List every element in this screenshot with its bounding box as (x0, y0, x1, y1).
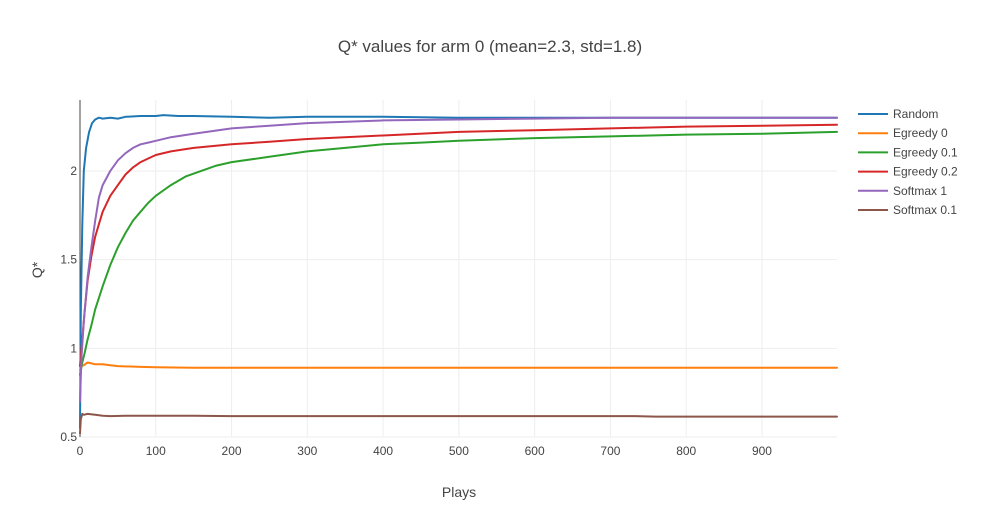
y-tick-label: 0.5 (60, 430, 77, 444)
y-tick-label: 1 (70, 341, 77, 355)
x-tick-label: 400 (373, 444, 393, 458)
x-tick-label: 800 (676, 444, 696, 458)
x-tick-label: 900 (752, 444, 772, 458)
legend-label: Softmax 1 (893, 184, 947, 198)
legend-label: Egreedy 0.2 (893, 165, 958, 179)
legend-label: Random (893, 107, 938, 121)
series-line-softmax-0-1 (79, 412, 838, 435)
legend-item-softmax-0-1[interactable]: Softmax 0.1 (858, 203, 957, 217)
tick-labels: 0.5 1 1.5 2 0 100 200 300 400 500 600 700 800 900 (60, 164, 772, 458)
legend-item-egreedy-0-2[interactable]: Egreedy 0.2 (858, 165, 958, 179)
x-tick-label: 700 (600, 444, 620, 458)
legend-label: Softmax 0.1 (893, 203, 957, 217)
legend-label: Egreedy 0 (893, 126, 948, 140)
y-tick-label: 1.5 (60, 253, 77, 267)
legend: Random Egreedy 0 Egreedy 0.1 Egreedy 0.2 Sof… (858, 107, 958, 217)
series-line-egreedy-0-2 (79, 123, 838, 368)
x-tick-label: 300 (297, 444, 317, 458)
x-tick-label: 200 (222, 444, 242, 458)
x-tick-label: 0 (77, 444, 84, 458)
legend-item-random[interactable]: Random (858, 107, 938, 121)
y-axis-title: Q* (29, 261, 45, 278)
series-line-egreedy-0-1 (79, 130, 838, 376)
chart-title: Q* values for arm 0 (mean=2.3, std=1.8) (338, 37, 642, 56)
legend-item-egreedy-0-1[interactable]: Egreedy 0.1 (858, 145, 958, 159)
x-tick-label: 500 (449, 444, 469, 458)
x-tick-label: 600 (525, 444, 545, 458)
series-lines (79, 114, 838, 435)
legend-item-egreedy-0[interactable]: Egreedy 0 (858, 126, 948, 140)
x-tick-label: 100 (146, 444, 166, 458)
series-line-softmax-1 (79, 116, 838, 403)
x-axis-title: Plays (442, 484, 476, 500)
gridlines (80, 100, 837, 438)
series-line-random (79, 114, 838, 430)
legend-item-softmax-1[interactable]: Softmax 1 (858, 184, 947, 198)
series-line-egreedy-0 (79, 361, 838, 371)
legend-label: Egreedy 0.1 (893, 145, 958, 159)
y-tick-label: 2 (70, 164, 77, 178)
